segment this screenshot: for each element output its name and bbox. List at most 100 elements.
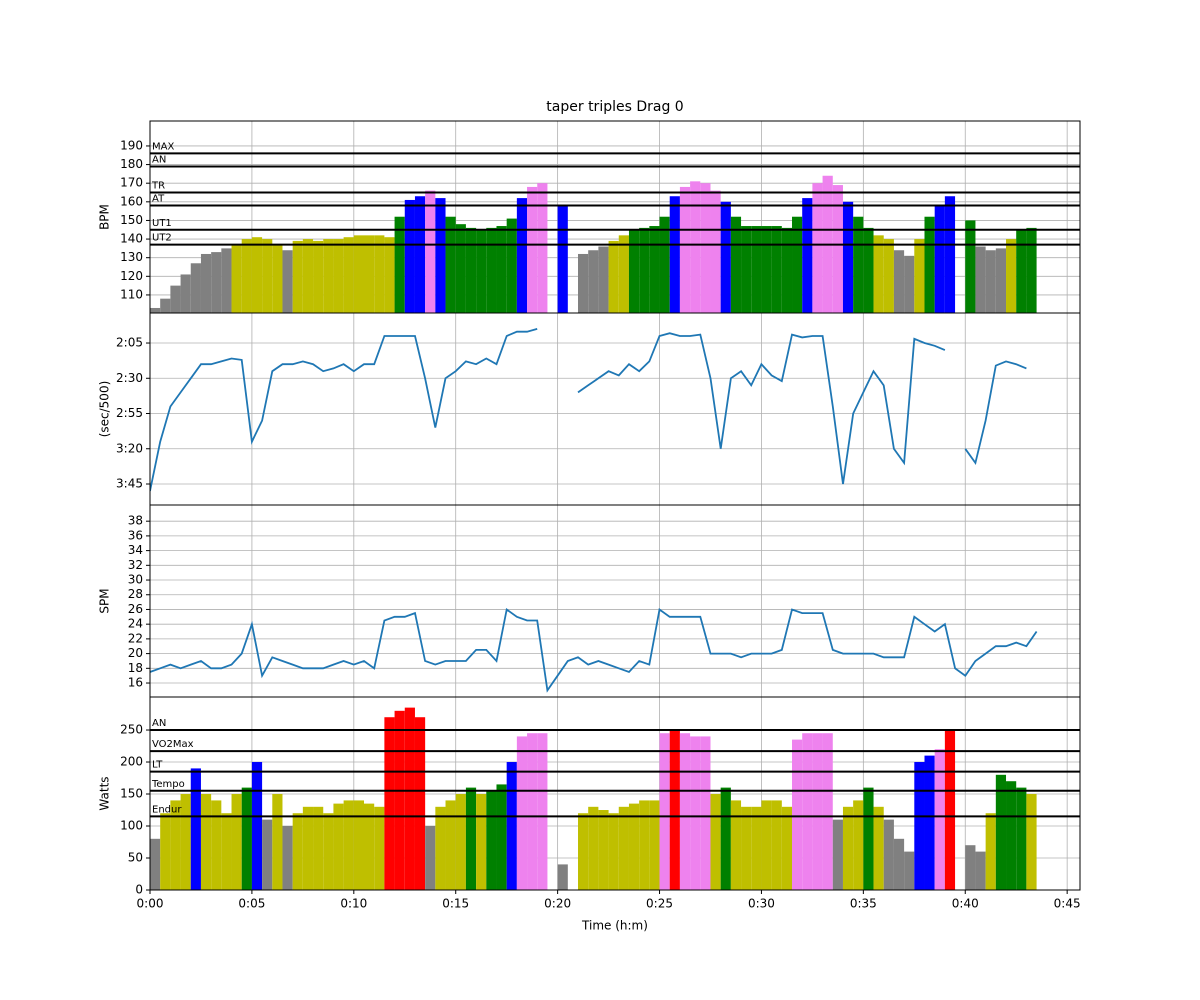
bar (221, 813, 232, 890)
bar (802, 733, 813, 890)
plot: UT2UT1ATTRANMAXEndurTempoLTVO2MaxAN11012… (98, 120, 1081, 911)
bar (720, 787, 731, 890)
bar (669, 196, 680, 313)
bar (904, 255, 915, 313)
bar (853, 800, 864, 890)
zone-label: UT1 (152, 218, 172, 229)
bar (659, 733, 670, 890)
bar (792, 739, 803, 890)
bar (364, 803, 375, 890)
bar (476, 229, 487, 313)
y-tick-label: 16 (128, 676, 143, 690)
y-axis-label: SPM (98, 588, 112, 613)
axes: 110120130140150160170180190BPM2:052:302:… (98, 120, 1081, 911)
y-tick-label: 140 (120, 232, 143, 246)
y-tick-label: 2:55 (116, 406, 143, 420)
bar (863, 227, 874, 313)
bar (241, 787, 252, 890)
bar (628, 803, 640, 890)
bar (404, 199, 415, 313)
bar (924, 216, 935, 313)
y-tick-label: 110 (120, 287, 143, 301)
bar (842, 201, 854, 313)
y-tick-label: 2:05 (116, 336, 143, 350)
bar (690, 181, 701, 313)
bar (190, 768, 201, 890)
bar (1026, 794, 1037, 890)
bar (343, 800, 354, 890)
line (150, 328, 1027, 492)
bar (160, 298, 171, 313)
bar (985, 813, 996, 890)
bar (394, 216, 405, 313)
bar (272, 244, 283, 313)
y-tick-label: 250 (120, 723, 143, 737)
bar (649, 800, 660, 890)
y-axis-label: Watts (98, 776, 112, 810)
y-tick-label: 0 (135, 883, 143, 897)
bar (537, 733, 548, 890)
bar (170, 800, 181, 890)
x-tick-label: 0:10 (340, 897, 367, 911)
y-tick-label: 30 (128, 573, 143, 587)
bar (812, 183, 823, 313)
bar (414, 196, 426, 313)
bar (180, 274, 191, 313)
bar (700, 183, 711, 313)
y-tick-label: 120 (120, 269, 143, 283)
bar (537, 183, 548, 313)
bar (292, 240, 303, 313)
bar (313, 806, 324, 890)
bar (506, 762, 517, 890)
bar (1016, 229, 1027, 313)
bar (333, 803, 344, 890)
zone-label: Endur (152, 804, 182, 815)
bar (527, 186, 538, 313)
bar (751, 806, 762, 890)
y-tick-label: 2:30 (116, 371, 143, 385)
bar (384, 717, 395, 890)
bar (150, 307, 161, 313)
bar (455, 794, 466, 890)
y-tick-label: 36 (128, 528, 143, 542)
x-tick-label: 0:00 (137, 897, 164, 911)
bar (486, 790, 497, 890)
bar (313, 240, 324, 313)
y-tick-label: 18 (128, 661, 143, 675)
chart-title: taper triples Drag 0 (546, 99, 683, 115)
bar (190, 263, 201, 313)
bar (812, 733, 823, 890)
y-tick-label: 180 (120, 157, 143, 171)
bar (720, 201, 731, 313)
bar (832, 819, 843, 890)
y-axis-label: (sec/500) (98, 381, 112, 438)
bar (486, 227, 497, 313)
bar (761, 800, 772, 890)
bar (904, 851, 915, 890)
zone-label: AT (152, 194, 165, 205)
bar (496, 784, 507, 890)
bar (730, 800, 742, 890)
bar (924, 755, 935, 890)
bar (578, 253, 589, 313)
bar (323, 239, 334, 313)
bar (465, 787, 477, 890)
bar (944, 730, 956, 890)
bar (170, 285, 181, 313)
bar (1016, 787, 1027, 890)
y-tick-label: 100 (120, 819, 143, 833)
bar (455, 224, 466, 313)
y-tick-label: 28 (128, 587, 143, 601)
bar (343, 237, 354, 313)
x-tick-label: 0:20 (544, 897, 571, 911)
y-tick-label: 150 (120, 787, 143, 801)
bar (251, 762, 263, 890)
bar (1026, 227, 1037, 313)
bar (771, 800, 782, 890)
bar (588, 250, 599, 313)
bar (231, 794, 242, 890)
bar (690, 736, 701, 890)
bar (639, 800, 650, 890)
x-tick-label: 0:45 (1054, 897, 1081, 911)
